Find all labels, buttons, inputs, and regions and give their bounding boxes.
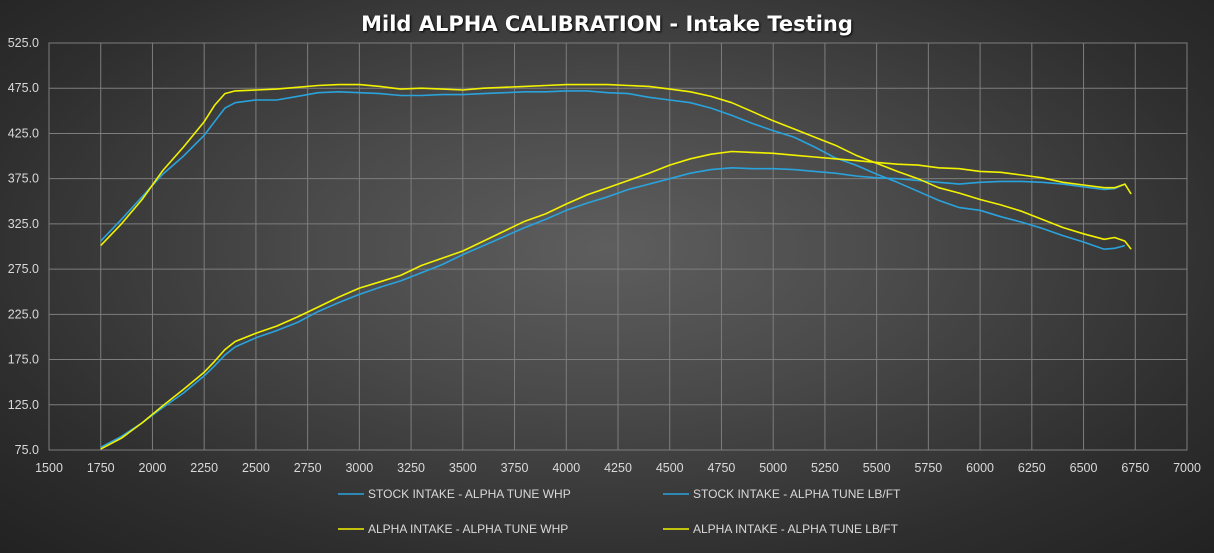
y-tick-label: 225.0	[8, 307, 39, 321]
x-tick-label: 3000	[345, 461, 373, 475]
legend-label: STOCK INTAKE - ALPHA TUNE LB/FT	[693, 487, 901, 501]
x-tick-label: 2750	[294, 461, 322, 475]
series-line	[100, 150, 1132, 450]
x-tick-label: 2250	[190, 461, 218, 475]
y-tick-label: 425.0	[8, 126, 39, 140]
y-tick-label: 125.0	[8, 398, 39, 412]
x-tick-label: 5000	[759, 461, 787, 475]
x-tick-label: 4000	[552, 461, 580, 475]
x-tick-label: 5500	[863, 461, 891, 475]
x-tick-label: 3750	[501, 461, 529, 475]
x-tick-label: 4250	[604, 461, 632, 475]
y-tick-label: 175.0	[8, 353, 39, 367]
legend-label: STOCK INTAKE - ALPHA TUNE WHP	[368, 487, 571, 501]
x-tick-label: 1750	[87, 461, 115, 475]
y-tick-label: 75.0	[15, 443, 39, 457]
x-tick-label: 2500	[242, 461, 270, 475]
legend-label: ALPHA INTAKE - ALPHA TUNE LB/FT	[693, 522, 899, 536]
x-tick-label: 3250	[397, 461, 425, 475]
y-tick-label: 525.0	[8, 36, 39, 50]
legend-label: ALPHA INTAKE - ALPHA TUNE WHP	[368, 522, 568, 536]
series-line	[100, 167, 1126, 449]
series-line	[100, 90, 1126, 250]
x-tick-label: 5750	[914, 461, 942, 475]
x-tick-label: 1500	[35, 461, 63, 475]
x-tick-label: 4750	[708, 461, 736, 475]
x-tick-label: 6000	[966, 461, 994, 475]
x-tick-label: 2000	[139, 461, 167, 475]
x-tick-label: 7000	[1173, 461, 1201, 475]
y-tick-label: 325.0	[8, 217, 39, 231]
x-tick-label: 3500	[449, 461, 477, 475]
chart-title: Mild ALPHA CALIBRATION - Intake Testing	[361, 12, 853, 36]
y-tick-label: 275.0	[8, 262, 39, 276]
x-tick-label: 6750	[1121, 461, 1149, 475]
x-tick-label: 5250	[811, 461, 839, 475]
y-tick-label: 375.0	[8, 172, 39, 186]
y-tick-label: 475.0	[8, 81, 39, 95]
x-tick-label: 6250	[1018, 461, 1046, 475]
series-line	[100, 83, 1132, 250]
x-tick-label: 6500	[1070, 461, 1098, 475]
x-tick-label: 4500	[656, 461, 684, 475]
